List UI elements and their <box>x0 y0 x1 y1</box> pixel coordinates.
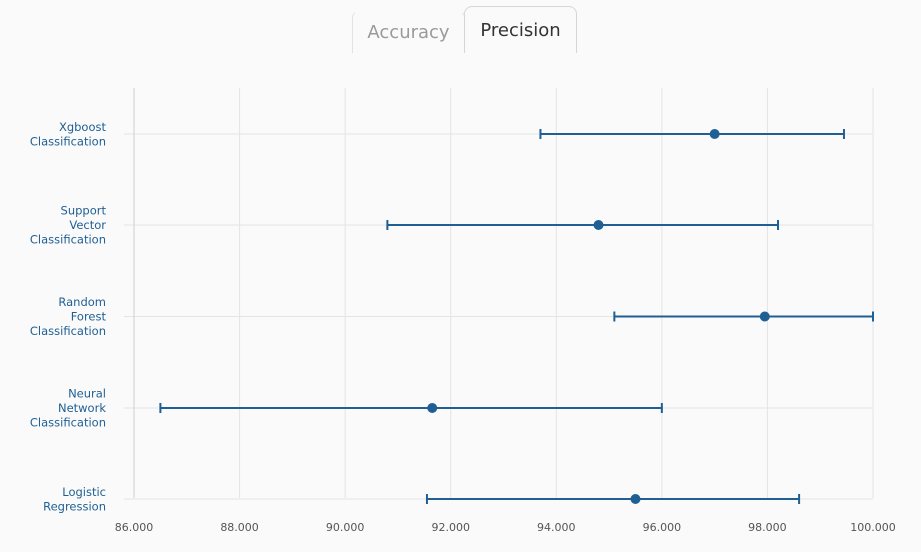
point-estimate <box>709 129 720 139</box>
x-tick-label: 96.000 <box>643 521 682 534</box>
x-tick-label: 86.000 <box>115 521 154 534</box>
x-tick-label: 94.000 <box>537 521 576 534</box>
category-label: Logistic Regression <box>43 485 106 514</box>
tab-accuracy[interactable]: Accuracy <box>352 10 465 53</box>
category-label-line: Support <box>61 204 107 218</box>
point-estimate <box>630 494 641 504</box>
x-tick-label: 100.000 <box>850 521 896 534</box>
category-label-line: Classification <box>30 324 106 338</box>
category-label-line: Forest <box>71 310 107 324</box>
category-label: Random Forest Classification <box>30 295 107 338</box>
category-label: Support Vector Classification <box>30 204 107 247</box>
tab-precision[interactable]: Precision <box>464 6 577 53</box>
category-label-line: Network <box>58 401 106 415</box>
point-estimate <box>593 220 604 230</box>
grid <box>124 88 874 500</box>
category-label: Neural Network Classification <box>30 387 106 430</box>
x-tick-labels: 86.000 88.000 90.000 92.000 94.000 96.000 98.0… <box>115 521 896 534</box>
category-label: Xgboost Classification <box>30 120 107 149</box>
category-label-line: Random <box>58 295 106 309</box>
x-tick-label: 98.000 <box>748 521 787 534</box>
category-label-line: Neural <box>68 387 106 401</box>
category-label-line: Logistic <box>62 485 106 499</box>
point-estimate <box>427 403 438 413</box>
category-label-line: Vector <box>69 218 106 232</box>
x-tick-label: 90.000 <box>326 521 365 534</box>
point-estimate <box>759 311 770 322</box>
tab-bar: Accuracy Precision <box>0 0 921 54</box>
category-label-line: Classification <box>30 416 106 430</box>
category-label-line: Classification <box>30 233 106 247</box>
x-tick-label: 92.000 <box>431 521 470 534</box>
error-bars <box>159 129 874 504</box>
category-label-line: Regression <box>43 499 106 513</box>
x-tick-label: 88.000 <box>220 521 259 534</box>
category-label-line: Classification <box>30 134 106 148</box>
category-label-line: Xgboost <box>59 120 107 134</box>
